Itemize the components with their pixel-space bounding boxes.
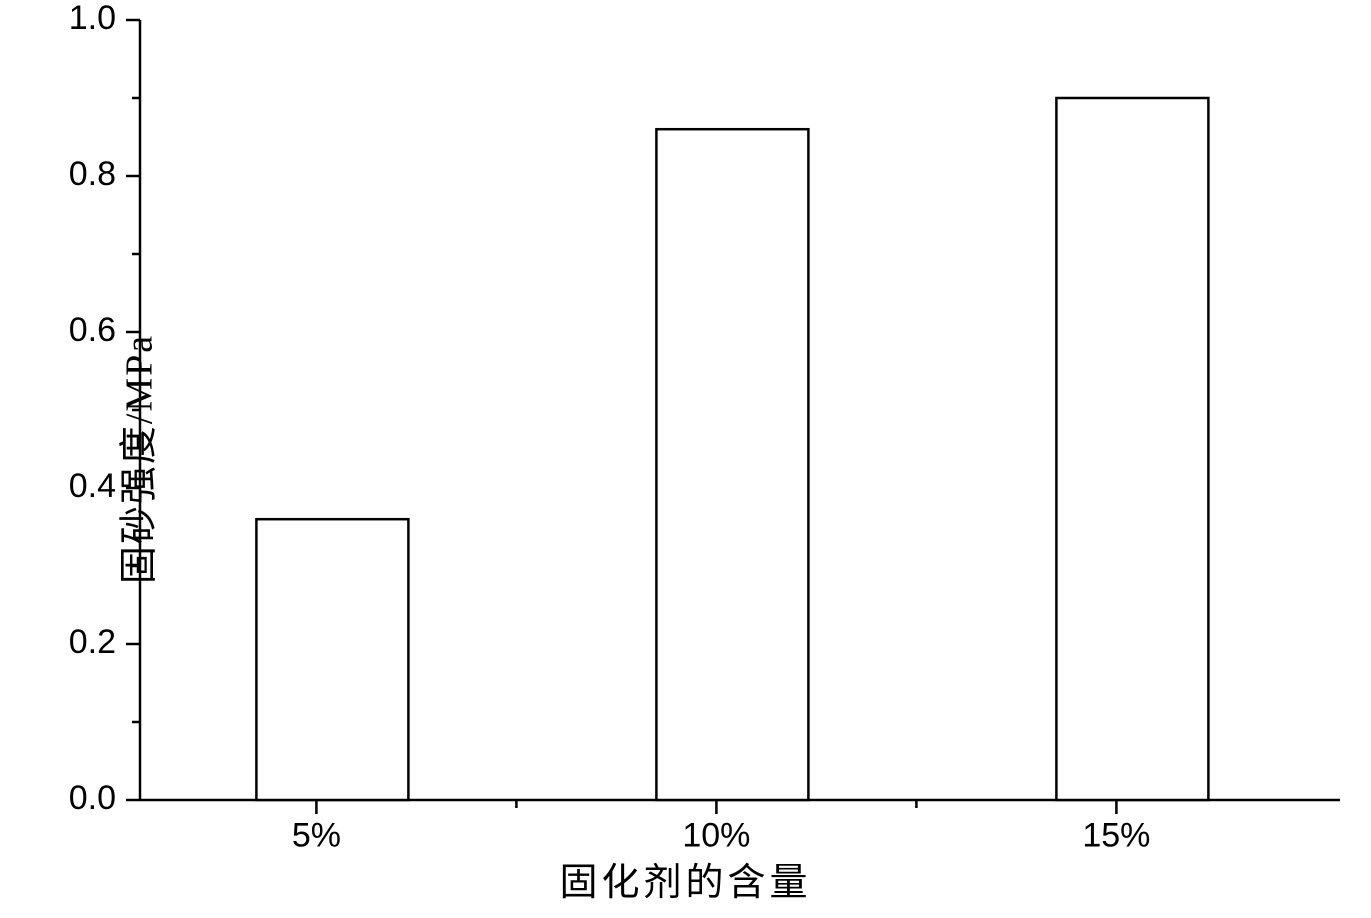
x-axis-label: 固化剂的含量 [0, 851, 1371, 906]
bar [256, 519, 408, 800]
y-tick-label: 0.8 [69, 155, 116, 193]
chart-svg: 0.00.20.40.60.81.05%10%15% [0, 0, 1371, 918]
bar [656, 129, 808, 800]
x-tick-label: 5% [292, 816, 341, 854]
x-tick-label: 10% [682, 816, 750, 854]
y-axis-label: 固砂强度/MPa [108, 334, 163, 584]
y-tick-label: 1.0 [69, 0, 116, 37]
x-tick-label: 15% [1082, 816, 1150, 854]
bar-chart: 固砂强度/MPa 0.00.20.40.60.81.05%10%15% 固化剂的… [0, 0, 1371, 918]
y-tick-label: 0.0 [69, 779, 116, 817]
y-tick-label: 0.2 [69, 623, 116, 661]
bar [1056, 98, 1208, 800]
